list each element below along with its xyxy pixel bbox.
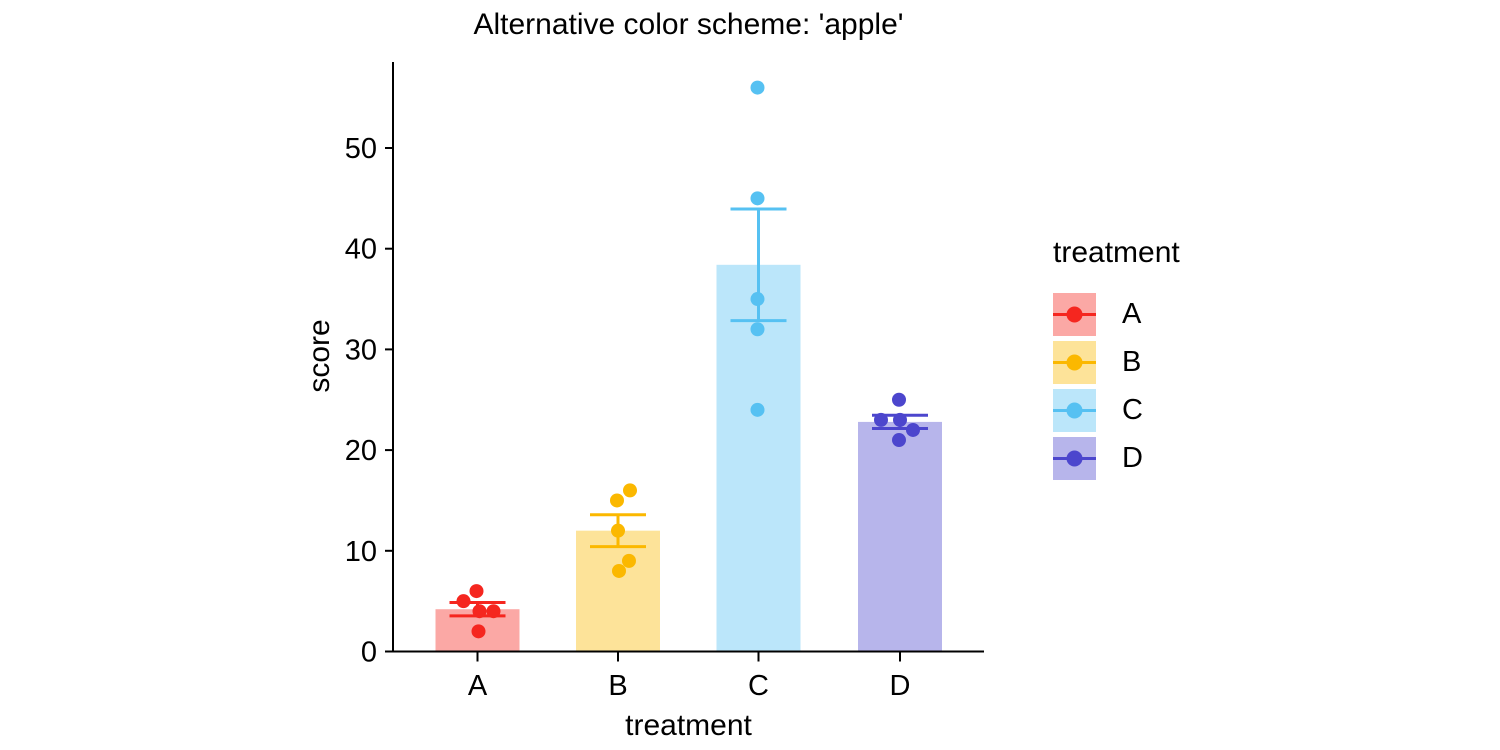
x-tick-label-A: A [468,670,488,702]
point-D-1 [874,412,888,427]
point-B-1 [610,493,624,508]
legend-key-D [1053,437,1096,480]
point-D-0 [892,392,906,407]
point-C-4 [750,402,765,417]
y-tick-label-50: 50 [345,133,377,165]
bar-D [858,421,942,652]
legend-entry-A: A [1053,293,1180,336]
x-tick-label-C: C [748,670,769,702]
point-B-2 [611,523,625,538]
point-A-2 [472,604,487,619]
legend-entry-B: B [1053,341,1180,384]
legend-entry-label: C [1122,394,1143,426]
point-A-4 [471,624,486,639]
chart-title: Alternative color scheme: 'apple' [473,8,904,41]
point-B-0 [623,483,637,498]
x-tick-label-B: B [608,670,627,702]
legend-title: treatment [1053,236,1180,269]
bar-B [576,530,660,652]
x-tick-label-D: D [890,670,911,702]
y-tick-label-30: 30 [345,334,377,366]
legend-entry-C: C [1053,389,1180,432]
point-A-1 [456,594,471,609]
point-C-2 [750,292,765,307]
y-tick-label-40: 40 [345,234,377,266]
legend-key-dot-A [1066,306,1083,323]
point-A-0 [469,584,484,599]
legend-entry-D: D [1053,437,1180,480]
legend-entry-label: A [1122,298,1142,330]
point-B-3 [622,553,636,568]
legend-entry-label: D [1122,442,1143,474]
y-tick-label-10: 10 [345,536,377,568]
legend-key-dot-C [1066,402,1083,419]
point-C-3 [750,322,765,337]
point-A-3 [486,604,501,619]
point-D-2 [893,412,907,427]
point-C-0 [750,80,765,95]
point-D-3 [906,422,920,437]
legend-entry-label: B [1122,346,1142,378]
point-C-1 [750,191,765,206]
legend-key-dot-B [1066,354,1083,371]
x-axis-label: treatment [625,709,752,742]
point-D-4 [892,433,906,448]
y-tick-label-20: 20 [345,435,377,467]
y-axis-label: score [303,319,336,393]
legend-key-B [1053,341,1096,384]
legend-key-A [1053,293,1096,336]
y-tick-label-0: 0 [361,637,377,669]
point-B-4 [612,563,626,578]
legend-key-dot-D [1066,450,1083,467]
legend-key-C [1053,389,1096,432]
